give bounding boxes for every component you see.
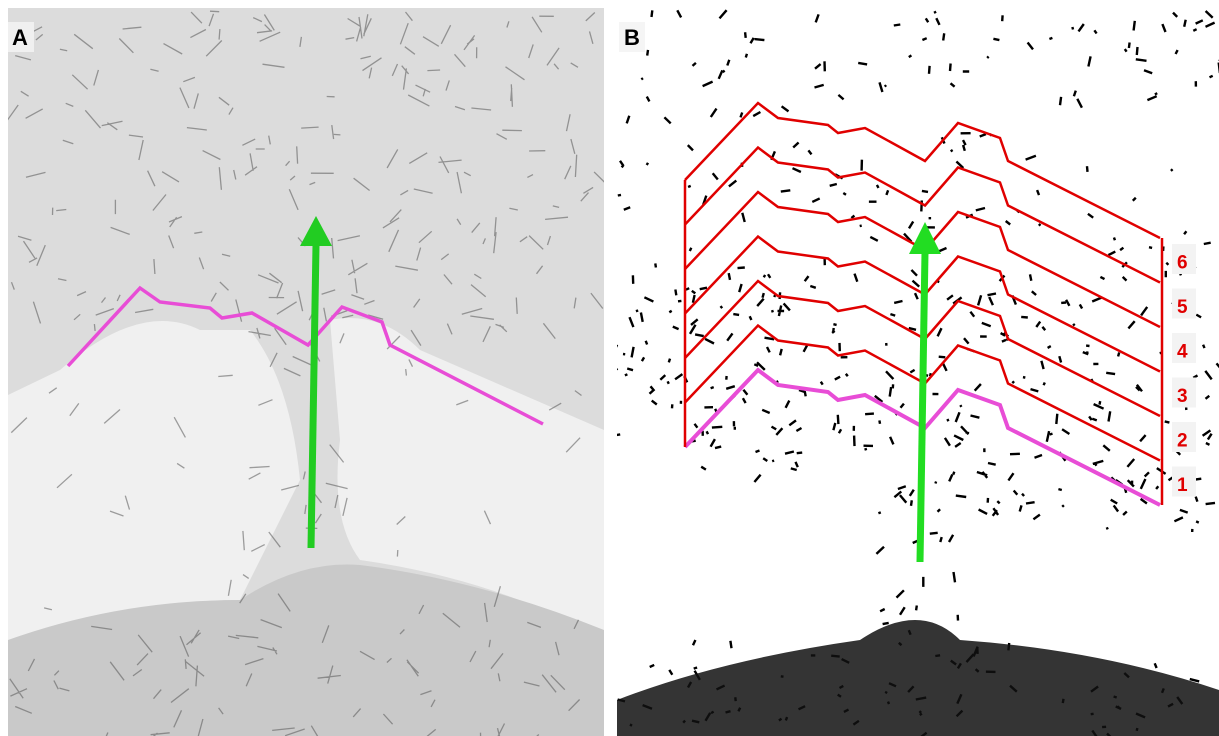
panel-a bbox=[7, 8, 606, 736]
region-label: 4 bbox=[1177, 341, 1188, 362]
panel-b bbox=[610, 8, 1219, 736]
direction-arrow bbox=[311, 245, 316, 548]
region-label: 6 bbox=[1177, 252, 1188, 273]
region-label: 5 bbox=[1177, 297, 1188, 318]
panel-label: A bbox=[12, 25, 28, 50]
figure: A B 1 2 3 4 5 6 bbox=[0, 0, 1219, 736]
direction-arrow bbox=[920, 252, 925, 562]
region-label: 2 bbox=[1177, 430, 1188, 451]
region-label: 1 bbox=[1177, 475, 1188, 496]
region-label: 3 bbox=[1177, 386, 1188, 407]
panel-label: B bbox=[624, 25, 640, 50]
